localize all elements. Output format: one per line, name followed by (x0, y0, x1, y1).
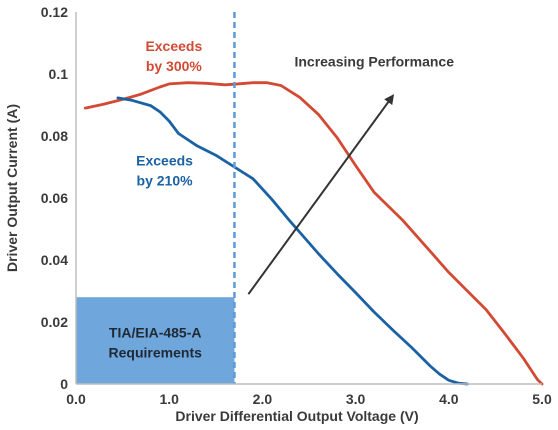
requirements-box (76, 297, 235, 384)
x-tick-label: 3.0 (346, 391, 366, 407)
x-tick-label: 2.0 (253, 391, 273, 407)
series-line-red (83, 81, 544, 386)
series-group (83, 81, 544, 386)
y-tick-label: 0.08 (41, 128, 68, 144)
x-tick-label: 5.0 (532, 391, 552, 407)
y-tick-label: 0.06 (41, 190, 68, 206)
annotation-label: by 210% (137, 172, 194, 188)
overlay-group (233, 12, 395, 384)
x-tick-label: 0.0 (66, 391, 86, 407)
requirements-box-label: Requirements (109, 345, 203, 361)
annotation-label: Exceeds (136, 152, 193, 168)
y-axis-title: Driver Output Current (A) (4, 104, 20, 272)
y-tick-label: 0.1 (49, 66, 69, 82)
series-line-blue (116, 96, 469, 386)
requirements-box-label: TIA/EIA-485-A (109, 325, 202, 341)
annotation-label: Exceeds (145, 38, 202, 54)
y-tick-label: 0 (60, 376, 68, 392)
requirements-box-group (76, 297, 235, 384)
performance-arrow (247, 94, 395, 295)
y-tick-label: 0.02 (41, 314, 68, 330)
x-tick-label: 1.0 (159, 391, 179, 407)
y-tick-label: 0.12 (41, 4, 68, 20)
annotation-label: by 300% (146, 58, 203, 74)
x-axis-title: Driver Differential Output Voltage (V) (175, 408, 418, 424)
y-tick-label: 0.04 (41, 252, 68, 268)
annotation-label: Increasing Performance (294, 53, 454, 69)
text-group: TIA/EIA-485-A Requirements Exceeds by 300% E… (109, 38, 455, 361)
axes-group: 0.0 1.0 2.0 3.0 4.0 5.0 0 0.02 0.04 0.06 0.08 0.1 0.… (4, 4, 552, 424)
x-tick-label: 4.0 (439, 391, 459, 407)
